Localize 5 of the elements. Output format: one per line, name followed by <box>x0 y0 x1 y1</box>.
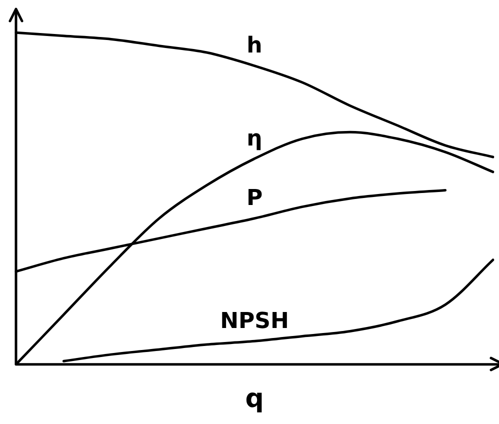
series-label: η <box>246 126 262 152</box>
series-label: P <box>246 186 263 212</box>
series-label: NPSH <box>220 308 289 334</box>
series-label: h <box>246 33 262 58</box>
x-axis-title: q <box>245 384 264 414</box>
